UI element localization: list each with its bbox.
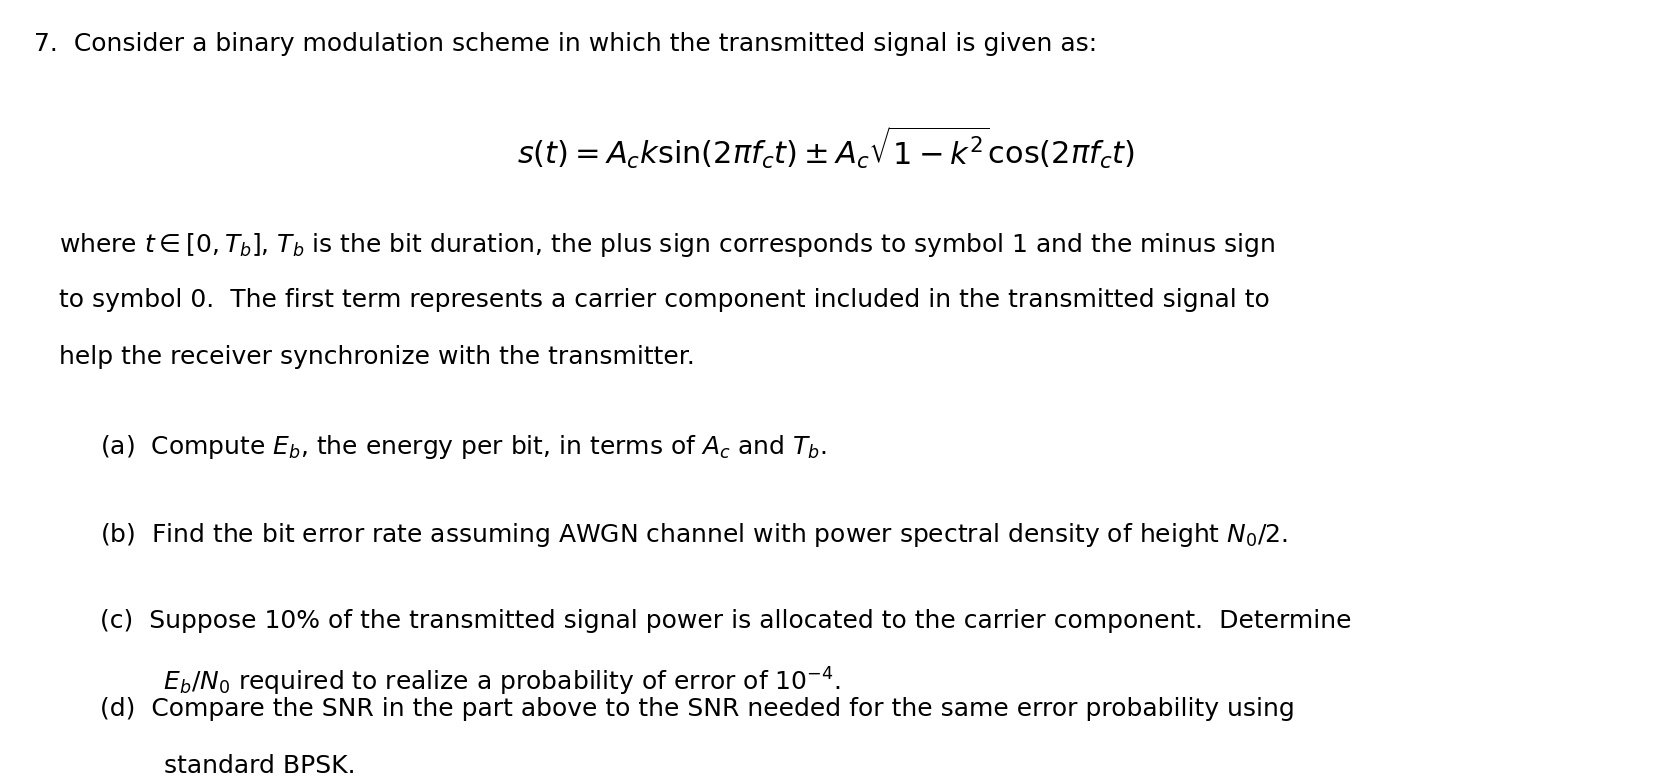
Text: $s(t) = A_c k \sin(2\pi f_c t) \pm A_c\sqrt{1 - k^2}\cos(2\pi f_c t)$: $s(t) = A_c k \sin(2\pi f_c t) \pm A_c\s…	[517, 124, 1136, 170]
Text: standard BPSK.: standard BPSK.	[101, 754, 356, 778]
Text: 7.  Consider a binary modulation scheme in which the transmitted signal is given: 7. Consider a binary modulation scheme i…	[34, 32, 1097, 56]
Text: (c)  Suppose 10% of the transmitted signal power is allocated to the carrier com: (c) Suppose 10% of the transmitted signa…	[101, 609, 1352, 633]
Text: $E_b/N_0$ required to realize a probability of error of $10^{-4}$.: $E_b/N_0$ required to realize a probabil…	[101, 666, 842, 698]
Text: (b)  Find the bit error rate assuming AWGN channel with power spectral density o: (b) Find the bit error rate assuming AWG…	[101, 521, 1289, 549]
Text: (a)  Compute $E_b$, the energy per bit, in terms of $A_c$ and $T_b$.: (a) Compute $E_b$, the energy per bit, i…	[101, 433, 827, 461]
Text: where $t \in [0, T_b]$, $T_b$ is the bit duration, the plus sign corresponds to : where $t \in [0, T_b]$, $T_b$ is the bit…	[59, 231, 1275, 259]
Text: to symbol 0.  The first term represents a carrier component included in the tran: to symbol 0. The first term represents a…	[59, 288, 1270, 312]
Text: help the receiver synchronize with the transmitter.: help the receiver synchronize with the t…	[59, 346, 696, 369]
Text: (d)  Compare the SNR in the part above to the SNR needed for the same error prob: (d) Compare the SNR in the part above to…	[101, 697, 1295, 721]
